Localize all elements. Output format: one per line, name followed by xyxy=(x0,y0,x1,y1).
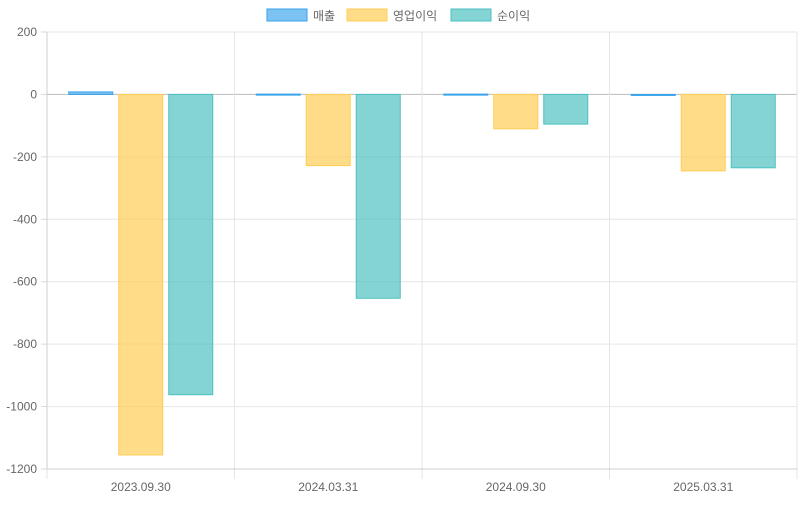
bar[interactable] xyxy=(118,93,164,456)
bar[interactable] xyxy=(168,93,214,396)
x-tick-label: 2025.03.31 xyxy=(673,480,733,494)
axes: 200 0 -200 -400 -600 -800 -1000 -1200 2023.09.30… xyxy=(6,25,797,494)
bar[interactable] xyxy=(630,93,676,96)
legend-item[interactable]: 매출 xyxy=(266,8,335,23)
legend-label: 영업이익 xyxy=(393,9,437,23)
bars xyxy=(68,91,776,456)
legend-item[interactable]: 영업이익 xyxy=(346,8,437,23)
bar[interactable] xyxy=(305,93,351,167)
legend-label: 순이익 xyxy=(497,9,530,23)
y-tick-label: -600 xyxy=(13,275,37,289)
y-tick-label: -1000 xyxy=(6,400,37,414)
y-tick-label: 200 xyxy=(17,25,37,39)
legend-item[interactable]: 순이익 xyxy=(450,8,530,23)
legend-label: 매출 xyxy=(313,9,335,23)
legend-swatch xyxy=(346,8,388,22)
legend[interactable]: 매출 영업이익 순이익 xyxy=(266,8,530,23)
y-tick-label: -1200 xyxy=(6,462,37,476)
x-tick-label: 2024.03.31 xyxy=(298,480,358,494)
y-tick-label: -400 xyxy=(13,212,37,226)
legend-swatch xyxy=(266,8,308,22)
bar[interactable] xyxy=(730,93,776,169)
y-tick-label: 0 xyxy=(30,87,37,101)
bar[interactable] xyxy=(255,93,301,96)
bar[interactable] xyxy=(543,93,589,125)
bar[interactable] xyxy=(493,93,539,130)
legend-swatch xyxy=(450,8,492,22)
y-tick-label: -800 xyxy=(13,337,37,351)
x-tick-label: 2023.09.30 xyxy=(111,480,171,494)
bar[interactable] xyxy=(680,93,726,172)
x-tick-label: 2024.09.30 xyxy=(486,480,546,494)
y-tick-label: -200 xyxy=(13,150,37,164)
bar[interactable] xyxy=(68,91,114,95)
bar[interactable] xyxy=(355,93,401,299)
bar[interactable] xyxy=(443,93,489,96)
